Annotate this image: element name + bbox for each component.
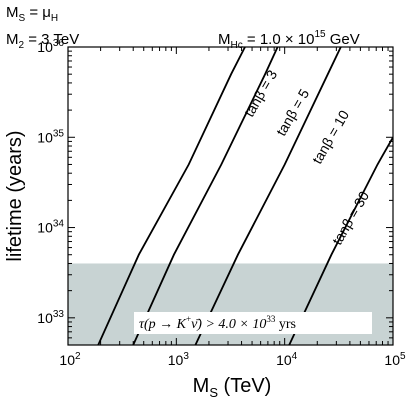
- x-tick-label: 103: [168, 351, 190, 368]
- tick-labels: 102 103 104 105 1033 1034 1035 1036: [37, 38, 406, 368]
- curve-4: [288, 136, 393, 345]
- annotation-m2: M2 = 3 TeV: [6, 31, 79, 51]
- annotation-ms-equals-mu: MS = μH: [6, 4, 58, 24]
- curve-2: [132, 47, 279, 345]
- curves: [97, 47, 393, 345]
- label-tanbeta-30: tanβ = 30: [329, 188, 372, 247]
- plot-frame: [67, 46, 394, 346]
- label-tanbeta-5: tanβ = 5: [273, 86, 313, 139]
- label-tanbeta-3: tanβ = 3: [241, 67, 281, 120]
- x-tick-label: 102: [59, 351, 81, 368]
- y-tick-label: 1033: [37, 309, 64, 326]
- y-tick-label: 1034: [37, 219, 64, 236]
- x-axis-title: MS (TeV): [193, 375, 272, 400]
- bound-label: τ(p → K+ν̄) > 4.0 × 1033 yrs: [139, 314, 296, 332]
- curve-1: [97, 47, 246, 345]
- annotation-mhc: MHc = 1.0 × 1015 GeV: [218, 29, 360, 51]
- y-tick-label: 1035: [37, 128, 64, 145]
- y-axis-title: lifetime (years): [4, 130, 26, 261]
- x-tick-label: 105: [384, 351, 406, 368]
- label-tanbeta-10: tanβ = 10: [309, 107, 352, 166]
- x-tick-label: 104: [276, 351, 298, 368]
- axis-ticks: [67, 46, 394, 346]
- y-tick-label: 1036: [37, 38, 64, 55]
- bound-label-box: [134, 312, 372, 334]
- curve-labels: tanβ = 3 tanβ = 5 tanβ = 10 tanβ = 30: [241, 67, 372, 248]
- curve-3: [194, 47, 342, 345]
